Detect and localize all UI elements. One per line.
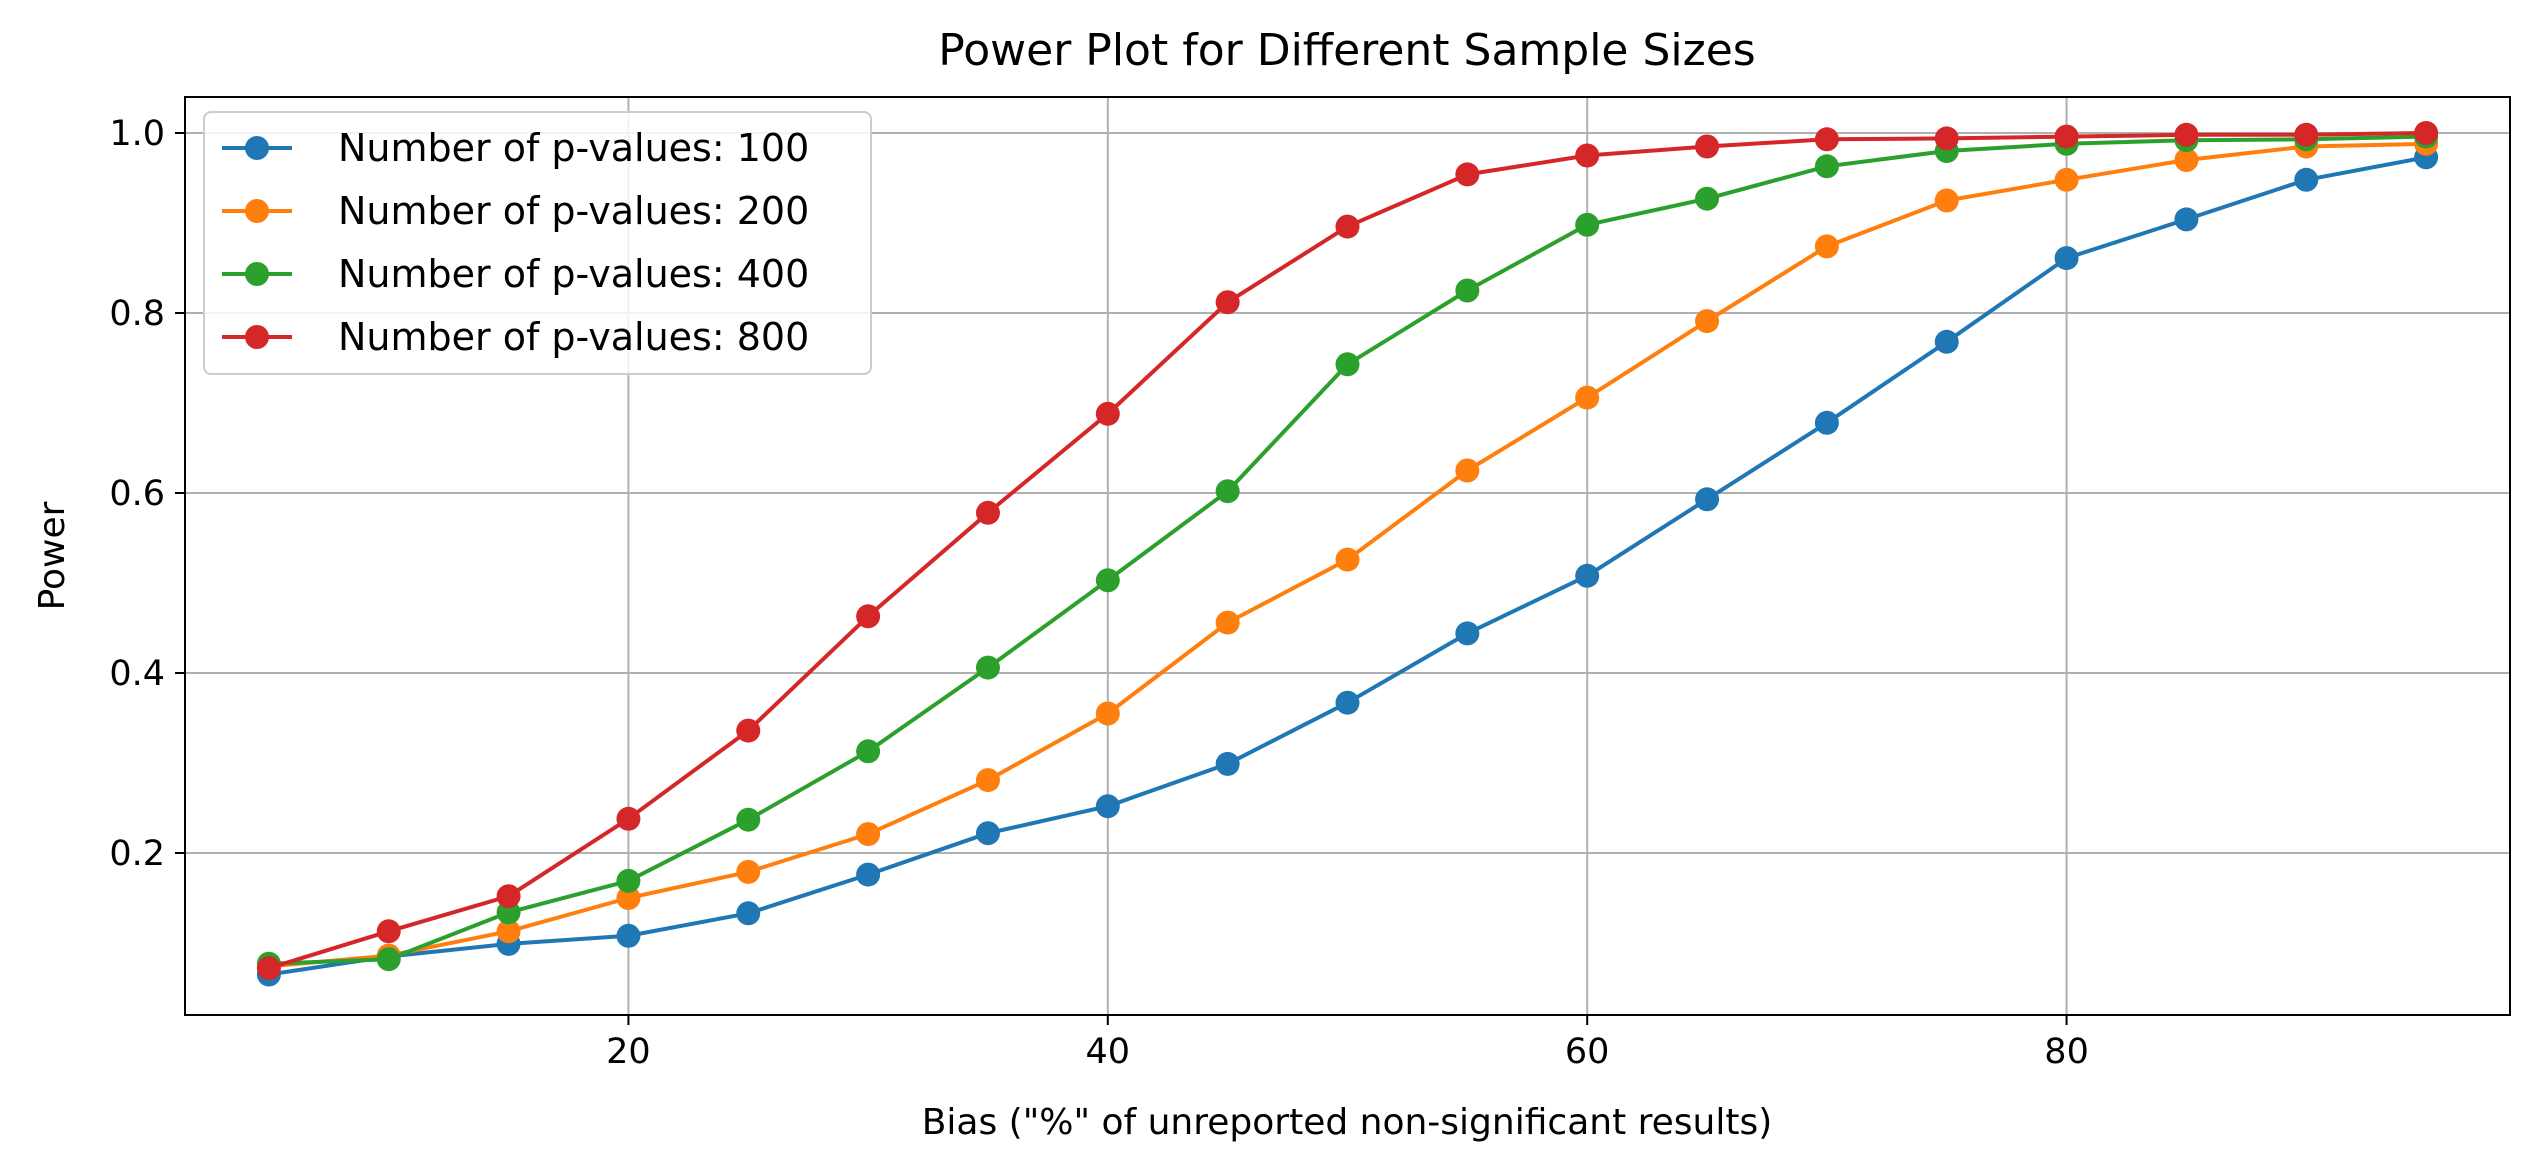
legend-item: Number of p-values: 200 — [222, 189, 809, 233]
data-point — [256, 956, 281, 981]
data-point — [1814, 410, 1839, 435]
legend: Number of p-values: 100 Number of p-value… — [203, 111, 872, 375]
legend-marker — [245, 199, 269, 223]
data-point — [1095, 794, 1120, 819]
series-lines — [256, 121, 2439, 987]
data-point — [856, 739, 881, 764]
legend-item: Number of p-values: 100 — [222, 126, 809, 170]
data-point — [1575, 143, 1600, 168]
data-point — [1575, 385, 1600, 410]
series-4 — [256, 121, 2439, 981]
data-point — [975, 655, 1000, 680]
plot-area-frame — [184, 96, 2511, 1016]
x-tick-label: 20 — [606, 1032, 651, 1072]
legend-marker — [245, 325, 269, 349]
data-point — [736, 859, 761, 884]
legend-marker — [245, 262, 269, 286]
data-point — [2054, 246, 2079, 271]
data-point — [856, 862, 881, 887]
data-point — [616, 886, 641, 910]
data-point — [2414, 121, 2439, 145]
data-point — [376, 947, 401, 972]
data-point — [1814, 234, 1839, 259]
data-point — [1095, 701, 1120, 726]
legend-label: Number of p-values: 200 — [338, 189, 809, 233]
data-point — [1335, 547, 1360, 572]
data-point — [2054, 124, 2079, 149]
y-tick-label: 0.2 — [109, 834, 165, 874]
y-tick-label: 0.8 — [109, 294, 165, 334]
data-point — [1934, 188, 1959, 213]
data-point — [1695, 309, 1720, 334]
data-point — [496, 884, 521, 909]
data-point — [1335, 214, 1360, 239]
x-axis-label: Bias ("%" of unreported non-significant … — [922, 1102, 1773, 1143]
data-point — [1215, 479, 1240, 504]
data-point — [1814, 154, 1839, 179]
data-point — [1095, 401, 1120, 426]
data-point — [736, 901, 761, 926]
data-point — [1215, 290, 1240, 315]
data-point — [2174, 207, 2199, 232]
data-point — [1335, 352, 1360, 377]
data-point — [975, 821, 1000, 846]
data-point — [736, 718, 761, 743]
y-tick-label: 0.6 — [109, 474, 165, 514]
x-tick-label: 80 — [2044, 1032, 2089, 1072]
data-point — [856, 822, 881, 847]
data-point — [1695, 487, 1720, 512]
x-tick-label: 40 — [1086, 1032, 1131, 1072]
data-point — [856, 604, 881, 629]
data-point — [1575, 212, 1600, 237]
data-point — [616, 868, 641, 893]
chart-title: Power Plot for Different Sample Sizes — [938, 25, 1755, 76]
data-point — [1695, 134, 1720, 159]
y-axis-label: Power — [32, 501, 73, 610]
data-point — [1934, 329, 1959, 354]
data-point — [2294, 167, 2319, 192]
legend-label: Number of p-values: 100 — [338, 126, 809, 170]
legend-label: Number of p-values: 400 — [338, 252, 809, 296]
data-point — [376, 919, 401, 944]
data-point — [975, 768, 1000, 793]
data-point — [2174, 122, 2199, 147]
data-point — [1455, 621, 1480, 646]
data-point — [1695, 186, 1720, 211]
legend-item: Number of p-values: 400 — [222, 252, 809, 296]
legend-item: Number of p-values: 800 — [222, 315, 809, 359]
data-point — [1095, 568, 1120, 593]
data-point — [2174, 148, 2199, 172]
data-point — [1575, 563, 1600, 588]
y-tick-label: 0.4 — [109, 654, 165, 694]
x-tick-label: 60 — [1565, 1032, 1610, 1072]
data-point — [1455, 458, 1480, 483]
data-point — [1455, 278, 1480, 303]
data-point — [1215, 610, 1240, 635]
y-tick-label: 1.0 — [109, 114, 165, 154]
data-point — [1934, 126, 1959, 151]
data-point — [496, 919, 521, 944]
axis-ticks: 20 40 60 80 0.2 0.4 0.6 0.8 1.0 — [109, 114, 2089, 1072]
legend-marker — [245, 136, 269, 160]
data-point — [736, 807, 761, 832]
data-point — [616, 923, 641, 948]
data-point — [2054, 167, 2079, 192]
legend-frame — [203, 111, 872, 375]
data-point — [975, 500, 1000, 525]
data-point — [1335, 690, 1360, 715]
data-point — [1455, 162, 1480, 187]
data-point — [1814, 127, 1839, 152]
legend-label: Number of p-values: 800 — [338, 315, 809, 359]
data-point — [1215, 751, 1240, 776]
data-point — [2294, 122, 2319, 147]
data-point — [616, 806, 641, 831]
